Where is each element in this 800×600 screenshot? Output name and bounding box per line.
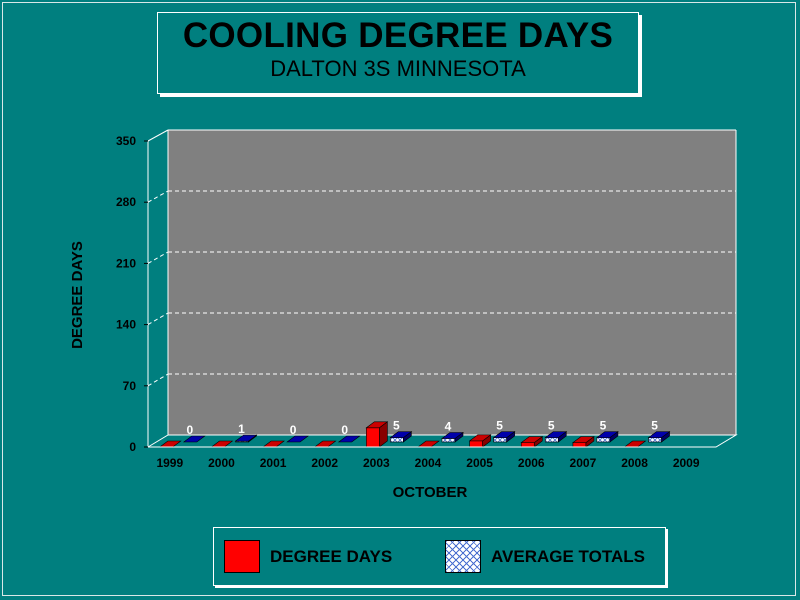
bar-degree-days-top xyxy=(313,440,337,448)
chart-title: COOLING DEGREE DAYS xyxy=(182,16,614,55)
plot-back-wall xyxy=(168,130,736,435)
bar-average-totals xyxy=(493,437,507,443)
bar-average-totals-top xyxy=(337,435,361,443)
x-tick-label: 2006 xyxy=(518,456,545,470)
bar-average-totals-top xyxy=(234,434,258,442)
data-label: 0 xyxy=(290,423,297,437)
bar-average-totals-top xyxy=(492,431,516,438)
bar-degree-days-top xyxy=(158,440,182,448)
left-wall-top-edge xyxy=(147,129,169,142)
legend: DEGREE DAYS AVERAGE TOTALS xyxy=(213,527,666,586)
legend-swatch-average-totals xyxy=(445,540,481,573)
data-label: 0 xyxy=(341,423,348,437)
x-tick-label: 2001 xyxy=(260,456,287,470)
chart-subtitle: DALTON 3S MINNESOTA xyxy=(270,56,526,81)
data-label: 5 xyxy=(496,419,503,433)
data-label: 5 xyxy=(548,419,555,433)
data-label: 5 xyxy=(600,419,607,433)
y-tick-label: 70 xyxy=(123,379,137,393)
y-tick-label: 210 xyxy=(116,256,136,270)
legend-label-degree-days: DEGREE DAYS xyxy=(270,546,393,566)
gridline-side xyxy=(147,312,169,326)
x-tick-label: 2003 xyxy=(363,456,390,470)
bar-average-totals xyxy=(596,437,611,443)
data-label: 4 xyxy=(445,420,452,434)
bar-average-totals xyxy=(390,437,404,443)
y-tick-label: 0 xyxy=(129,440,136,454)
gridline-side xyxy=(147,190,169,203)
x-axis-label: OCTOBER xyxy=(393,484,468,501)
legend-label-average-totals: AVERAGE TOTALS xyxy=(491,546,645,566)
bar-average-totals-top xyxy=(286,435,309,443)
y-tick-label: 350 xyxy=(116,134,136,148)
y-axis-label: DEGREE DAYS xyxy=(69,241,86,349)
x-tick-label: 2008 xyxy=(621,456,648,470)
bar-degree-days-top xyxy=(417,440,440,448)
bar-average-totals-top xyxy=(389,431,413,438)
y-tick-label: 280 xyxy=(116,195,136,209)
x-tick-label: 2004 xyxy=(415,456,442,470)
bar-degree-days-top xyxy=(520,436,544,443)
data-label: 0 xyxy=(186,423,193,437)
bar-degree-days-top xyxy=(468,434,492,442)
bar-degree-days-top xyxy=(623,440,647,448)
x-tick-label: 2000 xyxy=(208,456,235,470)
bar-average-totals-top xyxy=(647,431,671,438)
bar-degree-days xyxy=(520,442,535,448)
legend-item-average-totals: AVERAGE TOTALS xyxy=(445,540,645,573)
bar-degree-days-top xyxy=(210,440,234,448)
bar-degree-days xyxy=(366,427,380,448)
bar-average-totals-top xyxy=(441,432,464,439)
bar-average-totals xyxy=(544,437,559,443)
bar-degree-days-top xyxy=(262,440,285,448)
bar-average-totals xyxy=(441,438,456,443)
x-tick-label: 2005 xyxy=(466,456,493,470)
x-tick-label: 2009 xyxy=(673,456,700,470)
bar-average-totals xyxy=(648,437,662,443)
x-tick-label: 2002 xyxy=(311,456,338,470)
bar-degree-days xyxy=(572,442,587,448)
bar-degree-days-top xyxy=(365,421,389,429)
y-tick-label: 140 xyxy=(116,318,136,332)
data-label: 5 xyxy=(651,419,658,433)
bar-average-totals-top xyxy=(544,431,568,438)
bar-degree-days-top xyxy=(572,436,595,443)
title-box: COOLING DEGREE DAYS DALTON 3S MINNESOTA xyxy=(157,12,639,94)
legend-swatch-degree-days xyxy=(224,540,260,573)
bar-average-totals-top xyxy=(182,435,206,443)
x-tick-label: 1999 xyxy=(156,456,183,470)
bar-degree-days xyxy=(469,440,483,448)
gridline-side xyxy=(147,251,169,264)
data-label: 5 xyxy=(393,419,400,433)
bar-average-totals-top xyxy=(596,431,619,438)
x-tick-label: 2007 xyxy=(570,456,597,470)
data-label: 1 xyxy=(238,422,245,436)
legend-item-degree-days: DEGREE DAYS xyxy=(224,540,392,573)
gridline-side xyxy=(147,373,169,387)
